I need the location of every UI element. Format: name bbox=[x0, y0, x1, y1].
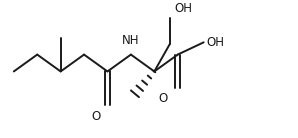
Text: NH: NH bbox=[122, 34, 140, 47]
Text: OH: OH bbox=[174, 2, 192, 15]
Text: O: O bbox=[91, 110, 100, 123]
Text: OH: OH bbox=[206, 36, 224, 49]
Text: O: O bbox=[159, 92, 168, 105]
